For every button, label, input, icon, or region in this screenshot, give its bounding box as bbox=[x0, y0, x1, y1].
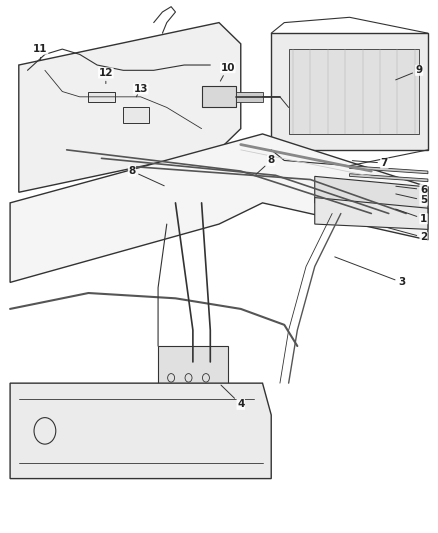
Polygon shape bbox=[350, 166, 428, 174]
Polygon shape bbox=[350, 174, 428, 182]
Text: 13: 13 bbox=[134, 84, 148, 97]
Text: 8: 8 bbox=[128, 166, 164, 186]
Polygon shape bbox=[10, 383, 271, 479]
Polygon shape bbox=[271, 33, 428, 150]
Text: 12: 12 bbox=[99, 68, 113, 84]
Polygon shape bbox=[289, 49, 419, 134]
Polygon shape bbox=[88, 92, 115, 102]
Text: 3: 3 bbox=[335, 257, 406, 287]
Text: 11: 11 bbox=[33, 44, 48, 60]
Text: 10: 10 bbox=[220, 63, 235, 81]
Text: 6: 6 bbox=[396, 184, 427, 195]
Text: 2: 2 bbox=[387, 228, 427, 243]
Polygon shape bbox=[237, 92, 262, 102]
Text: 8: 8 bbox=[256, 156, 275, 174]
Polygon shape bbox=[10, 134, 428, 282]
Text: 7: 7 bbox=[352, 158, 388, 168]
Polygon shape bbox=[158, 346, 228, 415]
Text: 9: 9 bbox=[396, 66, 423, 80]
Polygon shape bbox=[315, 198, 428, 229]
Polygon shape bbox=[123, 108, 149, 123]
Polygon shape bbox=[201, 86, 237, 108]
Text: 4: 4 bbox=[221, 385, 244, 409]
Polygon shape bbox=[315, 176, 428, 214]
Text: 5: 5 bbox=[396, 194, 427, 205]
Polygon shape bbox=[19, 22, 241, 192]
Text: 1: 1 bbox=[396, 209, 427, 224]
